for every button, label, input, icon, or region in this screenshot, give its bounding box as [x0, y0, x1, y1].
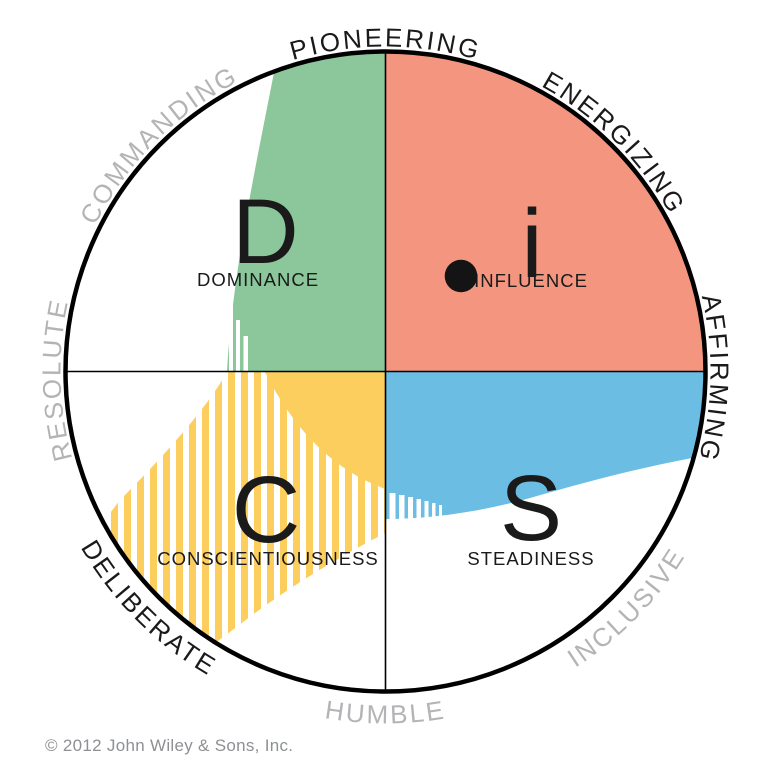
- quadrant-d-shading: [227, 53, 386, 372]
- style-dot: [444, 259, 478, 293]
- quadrant-c-striped-fan: [88, 372, 386, 658]
- quadrant-s-name: STEADINESS: [467, 548, 594, 569]
- quadrant-c-name: CONSCIENTIOUSNESS: [157, 548, 379, 569]
- quadrant-c-letter: C: [232, 457, 301, 563]
- quadrant-c-solid-shading: [265, 372, 386, 489]
- circle-outline: [63, 49, 708, 694]
- quadrant-d-edge-stripes: [229, 306, 248, 372]
- arc-label-humble: HUMBLE: [323, 694, 448, 729]
- quadrant-s-edge-stripes: [389, 493, 442, 527]
- quadrant-s-shading: [385, 372, 704, 519]
- arc-label-resolute: RESOLUTE: [36, 296, 78, 465]
- quadrant-d-name: DOMINANCE: [197, 269, 319, 290]
- copyright-text: © 2012 John Wiley & Sons, Inc.: [45, 736, 293, 755]
- quadrant-s-letter: S: [500, 456, 562, 560]
- quadrant-i-letter: i: [521, 189, 543, 298]
- quadrant-i-name: INFLUENCE: [474, 270, 588, 291]
- arc-label-commanding: COMMANDING: [74, 60, 243, 229]
- quadrant-d-letter: D: [232, 181, 298, 283]
